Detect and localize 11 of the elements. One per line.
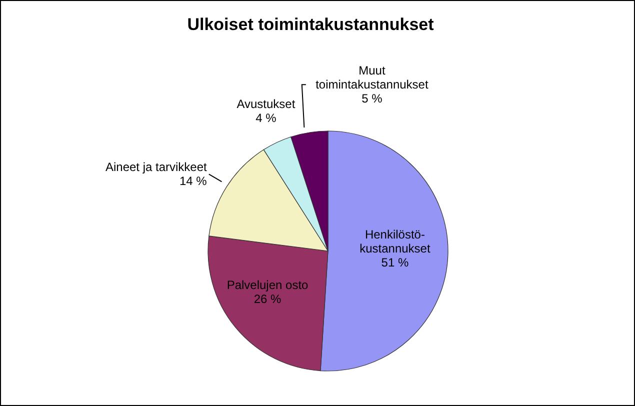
data-label: 4 % [256,110,277,125]
slice-label: Henkilöstö-kustannukset [360,227,431,256]
slice-label: Avustukset [236,96,296,111]
slice-label: Aineet ja tarvikkeet [105,160,208,174]
data-label: 5 % [362,92,383,106]
chart-title: Ulkoiset toimintakustannukset [187,15,434,34]
slice-label: Muut toimintakustannukset [316,64,429,92]
slice-label: Palvelujen osto [226,278,309,292]
data-label: 26 % [254,292,282,306]
data-label: 14 % [180,174,208,188]
data-label: 51 % [381,255,409,270]
